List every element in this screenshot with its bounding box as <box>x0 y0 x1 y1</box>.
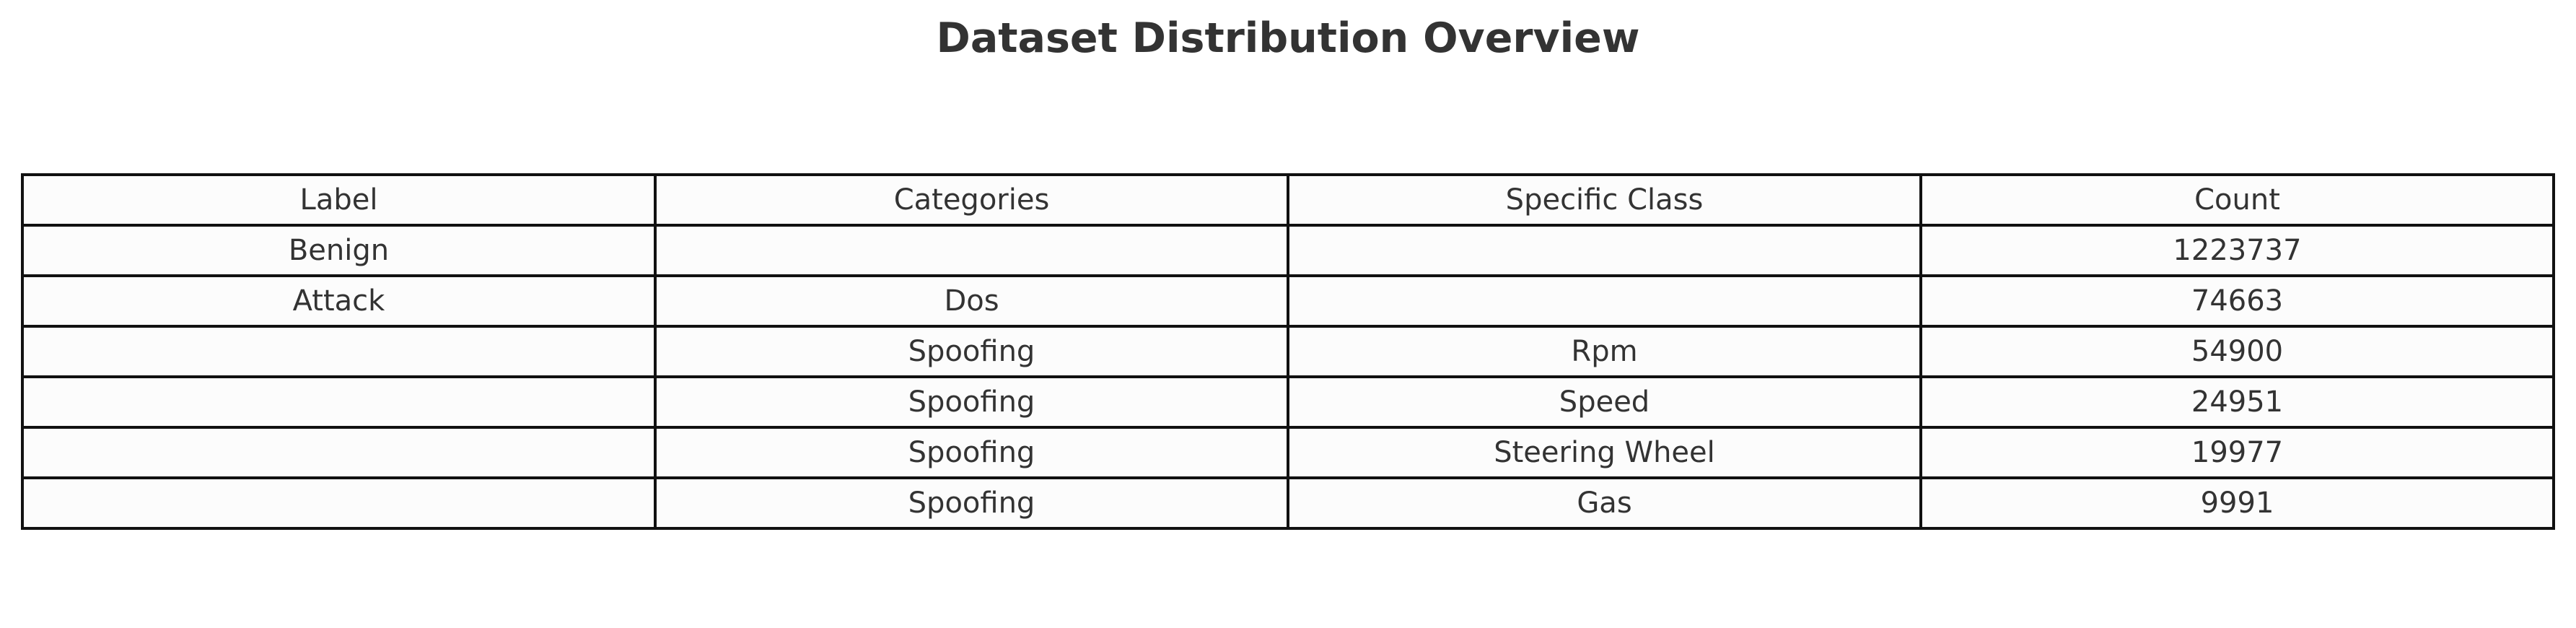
cell-specific-class: Rpm <box>1287 325 1922 378</box>
cell-label: Benign <box>21 224 657 277</box>
table-row: Spoofing Speed 24951 <box>21 375 2555 429</box>
cell-count: 19977 <box>1919 426 2555 479</box>
table-row: Attack Dos 74663 <box>21 274 2555 328</box>
cell-label <box>21 325 657 378</box>
cell-count: 54900 <box>1919 325 2555 378</box>
header-categories: Categories <box>654 173 1289 227</box>
cell-category: Spoofing <box>654 325 1289 378</box>
table-row: Spoofing Gas 9991 <box>21 476 2555 530</box>
cell-specific-class: Speed <box>1287 375 1922 429</box>
cell-label <box>21 426 657 479</box>
header-label: Label <box>21 173 657 227</box>
cell-label <box>21 375 657 429</box>
cell-specific-class: Gas <box>1287 476 1922 530</box>
cell-count: 74663 <box>1919 274 2555 328</box>
table-row: Benign 1223737 <box>21 224 2555 277</box>
header-specific-class: Specific Class <box>1287 173 1922 227</box>
cell-specific-class: Steering Wheel <box>1287 426 1922 479</box>
table-header-row: Label Categories Specific Class Count <box>21 173 2555 227</box>
cell-label <box>21 476 657 530</box>
cell-category: Spoofing <box>654 476 1289 530</box>
chart-title: Dataset Distribution Overview <box>936 14 1640 62</box>
data-table: Label Categories Specific Class Count Be… <box>21 173 2555 530</box>
cell-specific-class <box>1287 224 1922 277</box>
cell-category: Spoofing <box>654 426 1289 479</box>
table-row: Spoofing Steering Wheel 19977 <box>21 426 2555 479</box>
cell-specific-class <box>1287 274 1922 328</box>
cell-category: Dos <box>654 274 1289 328</box>
cell-category: Spoofing <box>654 375 1289 429</box>
table-row: Spoofing Rpm 54900 <box>21 325 2555 378</box>
header-count: Count <box>1919 173 2555 227</box>
cell-count: 1223737 <box>1919 224 2555 277</box>
cell-count: 24951 <box>1919 375 2555 429</box>
cell-category <box>654 224 1289 277</box>
cell-label: Attack <box>21 274 657 328</box>
cell-count: 9991 <box>1919 476 2555 530</box>
